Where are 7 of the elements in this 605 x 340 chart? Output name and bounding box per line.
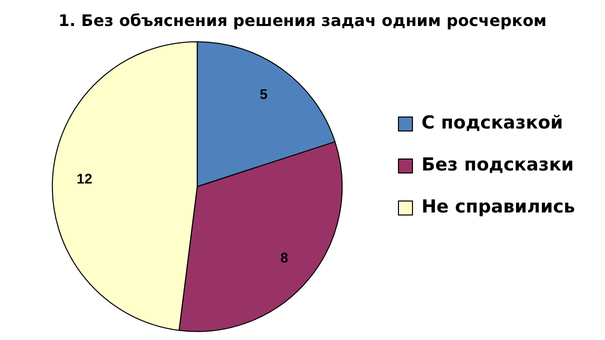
legend-label: Не справились	[421, 196, 576, 218]
data-label: 8	[280, 250, 288, 266]
legend-label: С подсказкой	[421, 112, 563, 134]
chart-title: 1. Без объяснения решения задач одним росчерком	[58, 10, 547, 30]
legend-label: Без подсказки	[421, 154, 574, 176]
data-label: 5	[260, 86, 268, 102]
data-label: 12	[76, 170, 92, 186]
